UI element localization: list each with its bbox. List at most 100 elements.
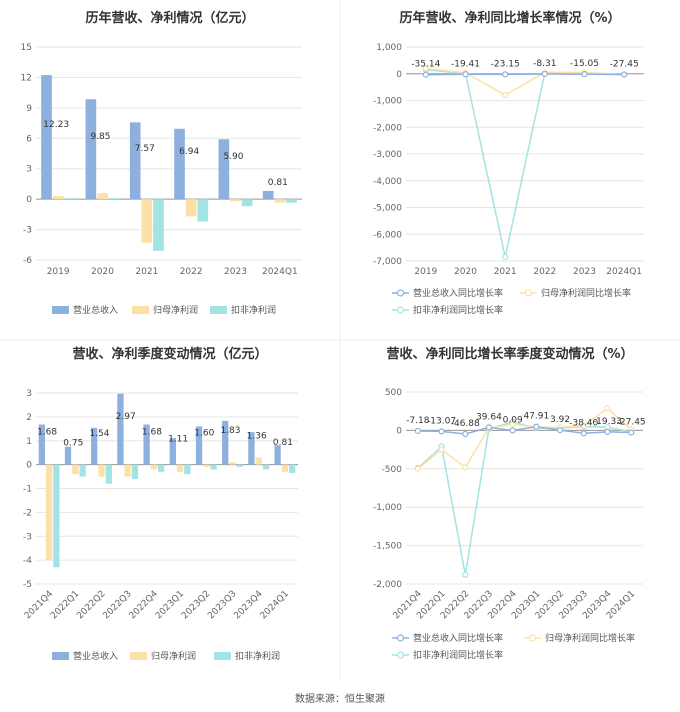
y-tick-label: 1,000 xyxy=(376,43,402,53)
bar-扣非净利润 xyxy=(158,464,165,472)
series-point-营业总收入同比增长率 xyxy=(580,430,587,437)
legend-label: 归母净利润同比增长率 xyxy=(541,287,631,299)
y-tick-label: -2,000 xyxy=(373,123,402,133)
y-tick-label: 2 xyxy=(26,413,32,423)
chart-panel-2: 历年营收、净利同比增长率情况（%） 1,000 0 -1,000 -2,000 -3,00… xyxy=(373,10,644,316)
y-tick-label: -1,500 xyxy=(373,542,402,552)
chart-title: 历年营收、净利情况（亿元） xyxy=(85,10,254,26)
x-tick-label: 2024Q1 xyxy=(259,589,291,621)
y-tick-label: -4,000 xyxy=(373,177,402,187)
data-label: 1.60 xyxy=(194,429,214,439)
y-tick-label: 1 xyxy=(26,437,32,447)
data-label: 9.85 xyxy=(90,132,110,142)
legend-swatch-marker xyxy=(396,306,405,314)
bar-扣非净利润 xyxy=(105,464,112,484)
data-label: 2.97 xyxy=(116,412,136,422)
bar-归母净利润 xyxy=(176,464,184,472)
y-tick-label: 9 xyxy=(26,104,32,114)
bar-扣非净利润 xyxy=(184,464,191,475)
legend-swatch xyxy=(210,306,227,314)
bar-营业总收入 xyxy=(262,190,274,200)
data-label: -19.41 xyxy=(451,59,480,69)
bar-归母净利润 xyxy=(97,193,108,200)
bar-扣非净利润 xyxy=(131,464,139,479)
data-label: -27.45 xyxy=(617,418,646,428)
data-label: -19.33 xyxy=(593,417,622,427)
x-tick-label: 2021 xyxy=(494,267,517,277)
legend-swatch-marker xyxy=(396,289,405,297)
data-label: -27.45 xyxy=(610,59,639,69)
legend-label: 营业总收入同比增长率 xyxy=(413,287,503,299)
chart-title: 营收、净利季度变动情况（亿元） xyxy=(72,346,267,362)
data-label: -46.88 xyxy=(451,419,480,429)
bar-扣非净利润 xyxy=(210,464,217,470)
y-tick-label: -6,000 xyxy=(373,230,402,240)
bar-归母净利润 xyxy=(141,199,153,243)
y-tick-label: 0 xyxy=(396,70,402,80)
series-point-营业总收入同比增长率 xyxy=(485,424,493,431)
bar-扣非净利润 xyxy=(53,464,60,568)
bar-归母净利润 xyxy=(72,464,79,475)
data-label: 0.81 xyxy=(268,178,288,188)
series-point-归母净利润同比增长率 xyxy=(509,421,516,428)
series-point-归母净利润同比增长率 xyxy=(502,92,509,99)
data-label: 5.90 xyxy=(223,152,243,162)
legend-label: 营业总收入 xyxy=(73,304,118,316)
y-tick-label: 0 xyxy=(26,461,32,471)
data-label: 3.92 xyxy=(550,415,570,425)
legend-swatch xyxy=(52,306,69,314)
y-tick-label: -4 xyxy=(23,556,32,566)
x-tick-label: 2020 xyxy=(454,267,477,277)
series-point-归母净利润同比增长率 xyxy=(414,465,421,472)
y-tick-label: 6 xyxy=(26,134,32,144)
y-tick-label: 500 xyxy=(385,388,402,398)
series-point-营业总收入同比增长率 xyxy=(414,427,421,435)
series-point-扣非净利润同比增长率 xyxy=(462,571,469,578)
x-tick-label: 2019 xyxy=(414,267,437,277)
y-tick-label: -500 xyxy=(382,465,403,475)
legend-label: 归母净利润同比增长率 xyxy=(545,632,635,644)
chart-title: 历年营收、净利同比增长率情况（%） xyxy=(399,10,620,26)
data-label: 0.81 xyxy=(273,438,293,448)
bar-归母净利润 xyxy=(203,464,210,468)
x-tick-label: 2024Q1 xyxy=(262,267,298,277)
bar-归母净利润 xyxy=(45,464,53,561)
y-tick-label: -5,000 xyxy=(373,204,402,214)
bar-营业总收入 xyxy=(41,75,52,200)
series-point-营业总收入同比增长率 xyxy=(509,427,516,434)
series-point-归母净利润同比增长率 xyxy=(604,405,611,412)
series-point-营业总收入同比增长率 xyxy=(604,428,611,435)
bar-归母净利润 xyxy=(281,464,289,472)
series-point-营业总收入同比增长率 xyxy=(533,423,540,430)
bar-扣非净利润 xyxy=(108,198,120,200)
series-point-扣非净利润同比增长率 xyxy=(502,253,509,261)
bar-扣非净利润 xyxy=(64,198,76,200)
bar-营业总收入 xyxy=(64,446,72,465)
legend-label: 归母净利润 xyxy=(151,650,196,662)
data-label: 1.36 xyxy=(247,431,267,441)
data-label: -13.07 xyxy=(427,416,456,426)
series-line-归母净利润同比增长率 xyxy=(425,67,625,97)
data-label: 6.94 xyxy=(179,147,199,157)
data-label: 1.54 xyxy=(89,429,109,439)
bar-归母净利润 xyxy=(255,457,262,465)
legend-swatch-marker xyxy=(396,634,405,642)
series-point-营业总收入同比增长率 xyxy=(621,71,628,78)
legend-swatch xyxy=(132,306,149,314)
series-point-营业总收入同比增长率 xyxy=(581,71,588,78)
data-label: 1.68 xyxy=(37,428,57,438)
x-tick-label: 2023 xyxy=(573,267,596,277)
data-label: -8.31 xyxy=(533,59,556,69)
bar-扣非净利润 xyxy=(236,464,243,468)
data-label: 47.91 xyxy=(523,412,549,422)
chart-title: 营收、净利同比增长率季度变动情况（%） xyxy=(386,346,633,362)
series-point-归母净利润同比增长率 xyxy=(438,446,445,453)
series-line-营业总收入同比增长率 xyxy=(417,425,632,435)
bar-营业总收入 xyxy=(117,393,124,465)
data-label: -15.05 xyxy=(570,59,599,69)
data-label: -35.14 xyxy=(411,60,440,70)
legend-label: 营业总收入同比增长率 xyxy=(413,632,503,644)
y-tick-label: -5 xyxy=(23,580,32,590)
data-label: 0.09 xyxy=(503,415,523,425)
